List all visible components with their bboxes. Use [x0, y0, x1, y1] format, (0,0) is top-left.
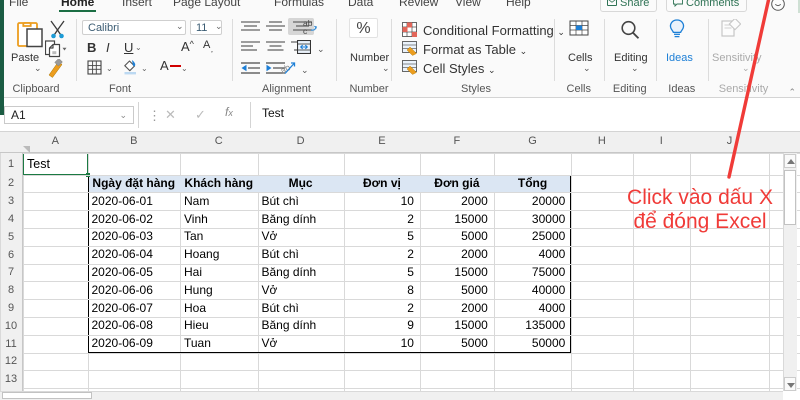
- svg-text:ab: ab: [281, 62, 292, 76]
